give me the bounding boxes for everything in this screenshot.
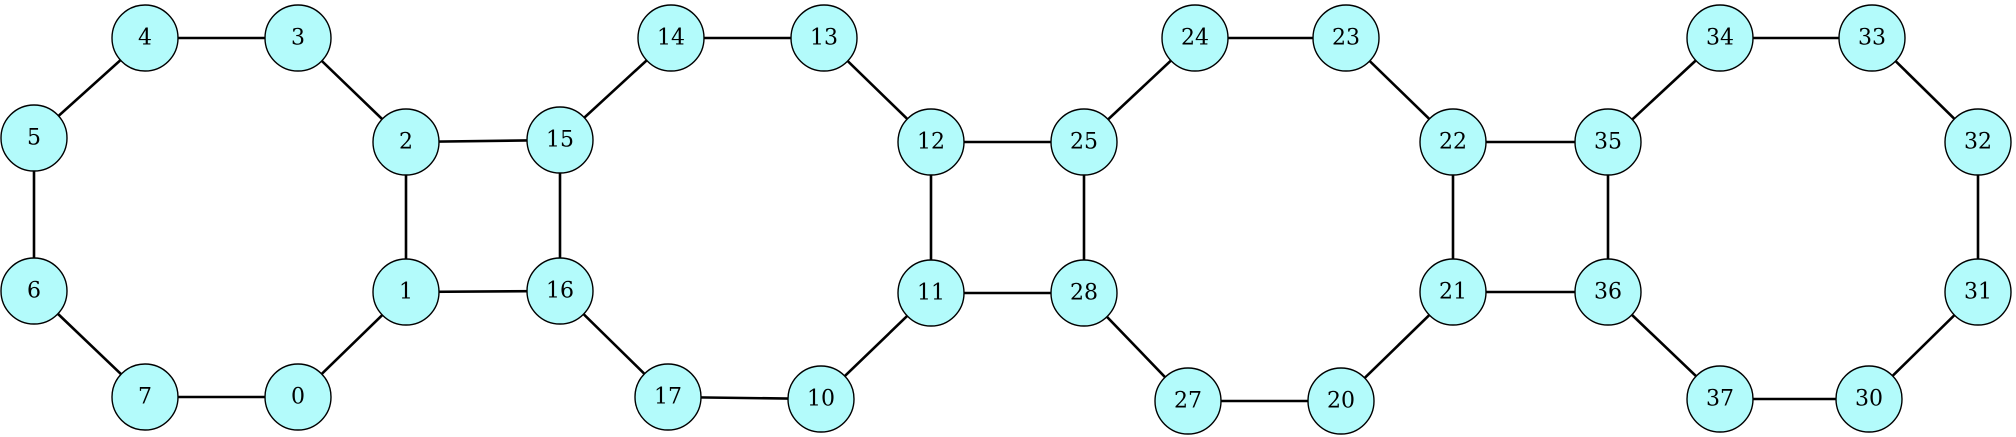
node-12: 12: [897, 108, 965, 176]
node-36: 36: [1574, 258, 1642, 326]
node-label: 37: [1706, 387, 1734, 412]
node-0: 0: [264, 363, 332, 431]
node-label: 30: [1855, 387, 1883, 412]
node-4: 4: [111, 4, 179, 72]
node-25: 25: [1050, 108, 1118, 176]
node-label: 28: [1070, 281, 1098, 306]
node-label: 3: [291, 26, 305, 51]
node-label: 16: [546, 279, 574, 304]
node-circle: [1574, 258, 1642, 326]
node-label: 4: [138, 26, 152, 51]
node-label: 10: [807, 387, 835, 412]
node-label: 11: [917, 281, 945, 306]
node-circle: [897, 108, 965, 176]
node-label: 7: [138, 385, 152, 410]
node-circle: [637, 4, 705, 72]
node-label: 22: [1439, 130, 1467, 155]
node-circle: [526, 106, 594, 174]
node-31: 31: [1944, 258, 2012, 326]
node-circle: [1050, 108, 1118, 176]
node-7: 7: [111, 363, 179, 431]
node-circle: [1050, 259, 1118, 327]
node-label: 17: [654, 385, 682, 410]
node-label: 15: [546, 128, 574, 153]
node-11: 11: [897, 259, 965, 327]
node-label: 5: [27, 126, 41, 151]
node-34: 34: [1686, 4, 1754, 72]
node-23: 23: [1312, 4, 1380, 72]
node-17: 17: [634, 363, 702, 431]
node-label: 20: [1327, 389, 1355, 414]
node-label: 13: [810, 26, 838, 51]
node-circle: [111, 4, 179, 72]
node-circle: [1835, 365, 1903, 433]
node-label: 2: [399, 130, 413, 155]
node-6: 6: [0, 257, 68, 325]
node-label: 34: [1706, 26, 1734, 51]
node-20: 20: [1307, 367, 1375, 435]
node-label: 21: [1439, 280, 1467, 305]
node-5: 5: [0, 104, 68, 172]
node-27: 27: [1154, 367, 1222, 435]
node-circle: [0, 104, 68, 172]
node-circle: [372, 108, 440, 176]
node-circle: [787, 365, 855, 433]
node-circle: [1161, 4, 1229, 72]
node-15: 15: [526, 106, 594, 174]
node-circle: [1419, 258, 1487, 326]
node-21: 21: [1419, 258, 1487, 326]
node-37: 37: [1686, 365, 1754, 433]
node-22: 22: [1419, 108, 1487, 176]
node-circle: [1686, 4, 1754, 72]
node-24: 24: [1161, 4, 1229, 72]
node-label: 1: [399, 280, 413, 305]
node-circle: [264, 4, 332, 72]
node-label: 0: [291, 385, 305, 410]
node-circle: [264, 363, 332, 431]
node-30: 30: [1835, 365, 1903, 433]
node-circle: [1419, 108, 1487, 176]
node-circle: [1312, 4, 1380, 72]
node-label: 25: [1070, 130, 1098, 155]
node-35: 35: [1574, 108, 1642, 176]
node-circle: [1944, 108, 2012, 176]
node-label: 12: [917, 130, 945, 155]
node-circle: [1154, 367, 1222, 435]
node-label: 6: [27, 279, 41, 304]
node-circle: [111, 363, 179, 431]
node-label: 14: [657, 26, 685, 51]
node-28: 28: [1050, 259, 1118, 327]
node-label: 32: [1964, 130, 1992, 155]
node-2: 2: [372, 108, 440, 176]
edges-layer: [32, 36, 1980, 403]
node-10: 10: [787, 365, 855, 433]
node-circle: [372, 258, 440, 326]
node-16: 16: [526, 257, 594, 325]
node-label: 23: [1332, 26, 1360, 51]
node-label: 33: [1858, 26, 1886, 51]
node-circle: [526, 257, 594, 325]
node-label: 24: [1181, 26, 1209, 51]
node-14: 14: [637, 4, 705, 72]
node-circle: [1307, 367, 1375, 435]
node-label: 36: [1594, 280, 1622, 305]
node-33: 33: [1838, 4, 1906, 72]
node-label: 27: [1174, 389, 1202, 414]
node-circle: [1838, 4, 1906, 72]
node-label: 31: [1964, 280, 1992, 305]
node-13: 13: [790, 4, 858, 72]
node-circle: [790, 4, 858, 72]
node-circle: [1686, 365, 1754, 433]
node-circle: [634, 363, 702, 431]
node-1: 1: [372, 258, 440, 326]
node-circle: [0, 257, 68, 325]
node-circle: [1944, 258, 2012, 326]
node-circle: [897, 259, 965, 327]
node-circle: [1574, 108, 1642, 176]
node-label: 35: [1594, 130, 1622, 155]
node-3: 3: [264, 4, 332, 72]
node-32: 32: [1944, 108, 2012, 176]
